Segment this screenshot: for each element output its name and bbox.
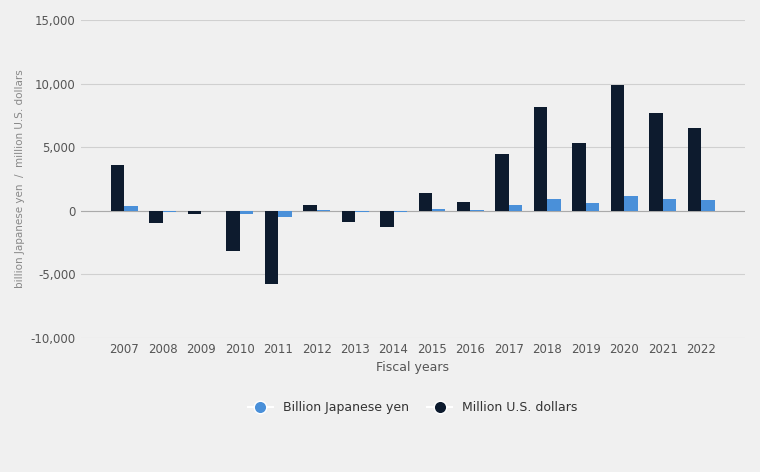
Bar [380,211,394,227]
Bar [457,202,470,211]
Y-axis label: billion Japanese yen  /  million U.S. dollars: billion Japanese yen / million U.S. doll… [15,69,25,288]
Bar [701,200,715,211]
Bar [509,204,522,211]
Bar [264,211,278,284]
Bar [355,211,369,212]
Bar [611,85,625,211]
Bar [432,209,445,211]
Bar [496,154,509,211]
Bar [124,206,138,211]
Bar [239,211,253,214]
Bar [663,199,676,211]
Bar [586,203,600,211]
X-axis label: Fiscal years: Fiscal years [376,361,449,374]
Bar [688,128,701,211]
Bar [547,199,561,211]
Bar [226,211,239,252]
Bar [149,211,163,223]
Bar [317,210,330,211]
Bar [394,211,407,212]
Bar [572,143,586,211]
Bar [111,165,124,211]
Legend: Billion Japanese yen, Million U.S. dollars: Billion Japanese yen, Million U.S. dolla… [242,395,584,421]
Bar [419,193,432,211]
Bar [341,211,355,222]
Bar [303,205,317,211]
Bar [278,211,292,217]
Bar [188,211,201,214]
Bar [625,196,638,211]
Bar [649,113,663,211]
Bar [534,107,547,211]
Bar [163,211,176,212]
Bar [470,210,484,211]
